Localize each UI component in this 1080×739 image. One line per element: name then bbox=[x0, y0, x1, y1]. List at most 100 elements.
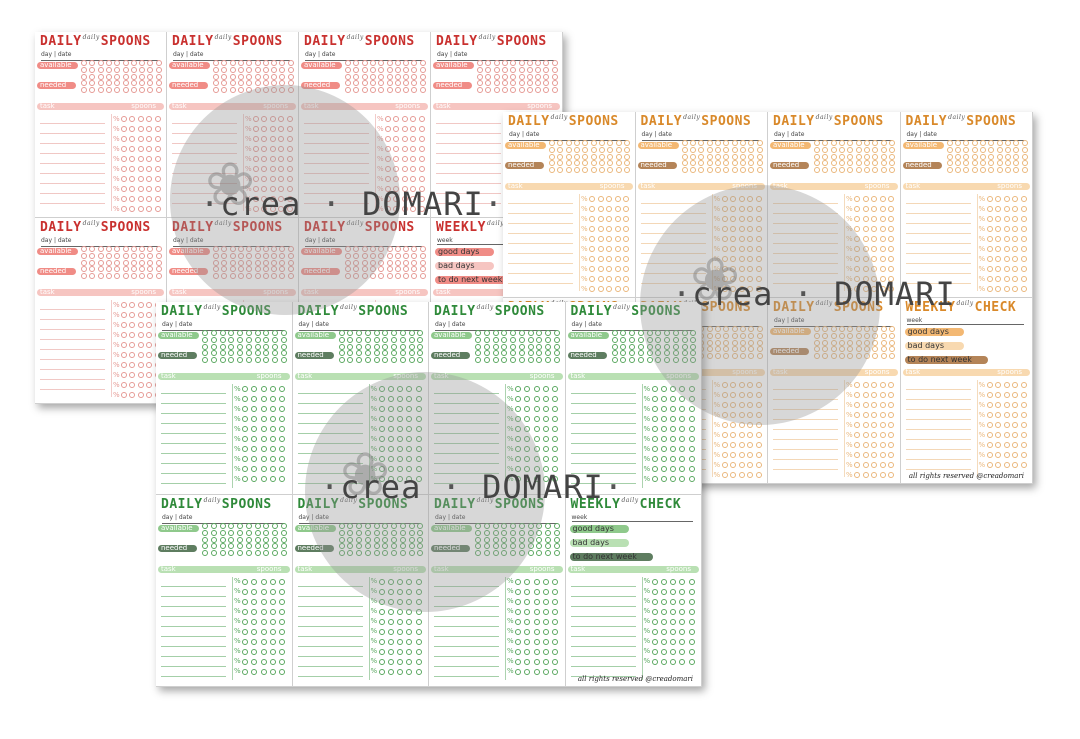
spoon-circle[interactable] bbox=[515, 648, 521, 655]
spoon-circle[interactable] bbox=[1003, 462, 1010, 468]
spoon-circle[interactable] bbox=[839, 326, 846, 332]
spoon-circle[interactable] bbox=[485, 80, 492, 86]
spoon-circle[interactable] bbox=[738, 422, 745, 428]
spoon-circle[interactable] bbox=[862, 422, 869, 428]
spoon-circle[interactable] bbox=[871, 276, 877, 282]
spoon-circle[interactable] bbox=[542, 648, 549, 655]
spoon-circle[interactable] bbox=[399, 529, 406, 536]
spoon-circle[interactable] bbox=[475, 549, 481, 556]
spoon-circle[interactable] bbox=[279, 618, 286, 625]
spoon-circle[interactable] bbox=[637, 330, 644, 336]
spoon-circle[interactable] bbox=[651, 446, 658, 452]
spoon-circle[interactable] bbox=[89, 273, 96, 279]
spoon-circle[interactable] bbox=[242, 618, 248, 625]
spoon-circle[interactable] bbox=[254, 80, 261, 86]
spoon-circle[interactable] bbox=[137, 362, 144, 368]
spoon-circle[interactable] bbox=[251, 668, 258, 675]
spoon-circle[interactable] bbox=[1020, 462, 1027, 468]
spoon-circle[interactable] bbox=[403, 260, 410, 266]
spoon-circle[interactable] bbox=[411, 260, 418, 266]
spoon-circle[interactable] bbox=[251, 598, 258, 605]
spoon-circle[interactable] bbox=[129, 176, 136, 182]
spoon-circle[interactable] bbox=[253, 126, 259, 132]
spoon-circle[interactable] bbox=[121, 156, 127, 162]
spoon-circle[interactable] bbox=[501, 350, 508, 356]
spoon-circle[interactable] bbox=[278, 156, 285, 162]
spoon-circle[interactable] bbox=[155, 60, 162, 66]
spoon-circle[interactable] bbox=[155, 246, 162, 252]
spoon-circle[interactable] bbox=[410, 166, 417, 172]
spoon-circle[interactable] bbox=[221, 273, 228, 279]
spoon-circle[interactable] bbox=[879, 402, 886, 408]
spoon-circle[interactable] bbox=[518, 337, 525, 343]
spoon-circle[interactable] bbox=[714, 333, 721, 339]
spoon-circle[interactable] bbox=[399, 522, 406, 529]
spoon-circle[interactable] bbox=[146, 136, 153, 142]
spoon-circle[interactable] bbox=[1003, 402, 1010, 408]
spoon-circle[interactable] bbox=[263, 357, 270, 363]
spoon-circle[interactable] bbox=[146, 176, 153, 182]
spoon-circle[interactable] bbox=[271, 246, 278, 252]
spoon-circle[interactable] bbox=[394, 60, 401, 66]
spoon-circle[interactable] bbox=[1012, 196, 1018, 202]
spoon-circle[interactable] bbox=[510, 74, 517, 80]
spoon-circle[interactable] bbox=[121, 342, 127, 348]
spoon-circle[interactable] bbox=[738, 196, 745, 202]
spoon-circle[interactable] bbox=[1012, 422, 1018, 428]
spoon-circle[interactable] bbox=[279, 266, 286, 272]
spoon-circle[interactable] bbox=[747, 432, 753, 438]
spoon-circle[interactable] bbox=[272, 344, 278, 350]
spoon-circle[interactable] bbox=[254, 522, 261, 529]
spoon-circle[interactable] bbox=[597, 216, 604, 222]
spoon-circle[interactable] bbox=[406, 446, 413, 452]
spoon-circle[interactable] bbox=[263, 536, 270, 543]
spoon-circle[interactable] bbox=[988, 140, 995, 146]
spoon-circle[interactable] bbox=[399, 357, 406, 363]
spoon-circle[interactable] bbox=[995, 382, 1001, 388]
spoon-circle[interactable] bbox=[533, 426, 540, 432]
spoon-circle[interactable] bbox=[492, 330, 499, 336]
spoon-circle[interactable] bbox=[213, 260, 219, 266]
spoon-circle[interactable] bbox=[210, 337, 217, 343]
spoon-circle[interactable] bbox=[81, 273, 87, 279]
spoon-circle[interactable] bbox=[261, 166, 268, 172]
spoon-circle[interactable] bbox=[979, 140, 986, 146]
spoon-circle[interactable] bbox=[130, 246, 137, 252]
spoon-circle[interactable] bbox=[415, 416, 422, 422]
spoon-circle[interactable] bbox=[524, 638, 531, 645]
spoon-circle[interactable] bbox=[387, 466, 394, 472]
spoon-circle[interactable] bbox=[664, 337, 670, 343]
spoon-circle[interactable] bbox=[251, 658, 258, 665]
spoon-circle[interactable] bbox=[524, 416, 531, 422]
spoon-circle[interactable] bbox=[524, 436, 531, 442]
spoon-circle[interactable] bbox=[553, 549, 560, 556]
spoon-circle[interactable] bbox=[1003, 286, 1010, 292]
spoon-circle[interactable] bbox=[552, 476, 559, 482]
spoon-circle[interactable] bbox=[501, 522, 508, 529]
spoon-circle[interactable] bbox=[378, 598, 385, 605]
spoon-circle[interactable] bbox=[756, 333, 763, 339]
spoon-circle[interactable] bbox=[287, 253, 294, 259]
spoon-circle[interactable] bbox=[237, 344, 243, 350]
spoon-circle[interactable] bbox=[130, 273, 137, 279]
spoon-circle[interactable] bbox=[397, 588, 404, 595]
spoon-circle[interactable] bbox=[518, 74, 525, 80]
spoon-circle[interactable] bbox=[353, 246, 360, 252]
spoon-circle[interactable] bbox=[739, 340, 746, 346]
spoon-circle[interactable] bbox=[417, 536, 424, 543]
spoon-circle[interactable] bbox=[854, 412, 860, 418]
spoon-circle[interactable] bbox=[864, 353, 871, 359]
spoon-circle[interactable] bbox=[253, 156, 259, 162]
spoon-circle[interactable] bbox=[854, 216, 860, 222]
spoon-circle[interactable] bbox=[246, 87, 253, 93]
spoon-circle[interactable] bbox=[690, 337, 697, 343]
spoon-circle[interactable] bbox=[739, 346, 746, 352]
spoon-circle[interactable] bbox=[721, 442, 728, 448]
spoon-circle[interactable] bbox=[814, 140, 820, 146]
spoon-circle[interactable] bbox=[139, 260, 146, 266]
spoon-circle[interactable] bbox=[406, 618, 413, 625]
spoon-circle[interactable] bbox=[286, 126, 293, 132]
spoon-circle[interactable] bbox=[515, 628, 521, 635]
spoon-circle[interactable] bbox=[1021, 140, 1028, 146]
spoon-circle[interactable] bbox=[254, 60, 261, 66]
